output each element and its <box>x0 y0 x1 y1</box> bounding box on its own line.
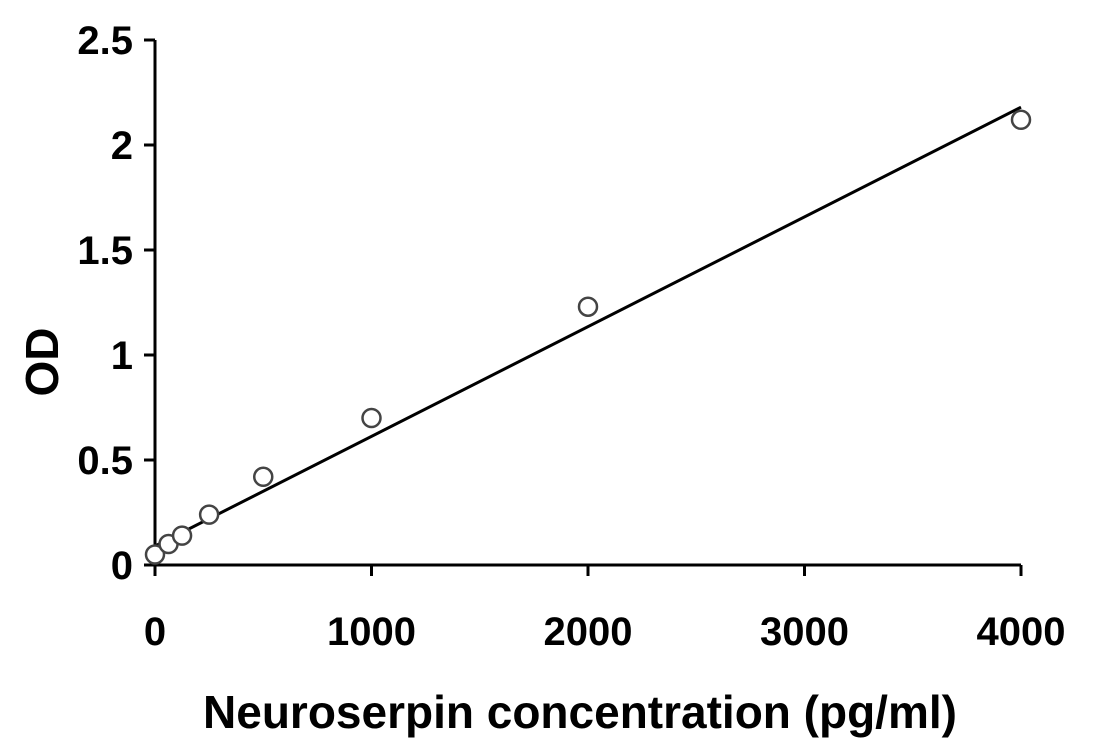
y-tick-label: 0 <box>111 544 133 588</box>
plot-area: 0 0.5 1 1.5 2 2.5 0 1000 2000 3000 4000 <box>77 19 1065 654</box>
y-axis: 0 0.5 1 1.5 2 2.5 <box>77 19 157 588</box>
data-point <box>253 466 274 488</box>
x-axis: 0 1000 2000 3000 4000 <box>144 563 1066 654</box>
x-axis-title: Neuroserpin concentration (pg/ml) <box>203 686 957 738</box>
y-tick-label: 2.5 <box>77 19 133 63</box>
trendline-layer <box>154 105 1022 548</box>
data-point <box>171 525 193 546</box>
x-tick-label: 0 <box>144 610 166 654</box>
x-tick-label: 2000 <box>544 610 633 654</box>
x-tick-label: 3000 <box>760 610 849 654</box>
data-point <box>361 407 382 429</box>
data-point <box>1010 109 1032 131</box>
data-points <box>144 109 1032 565</box>
y-tick-label: 1 <box>111 334 133 378</box>
x-tick-label: 4000 <box>977 610 1066 654</box>
linear-trendline <box>154 105 1022 548</box>
x-tick-label: 1000 <box>327 610 416 654</box>
data-point <box>144 544 166 565</box>
data-point <box>577 296 599 317</box>
y-axis-title: OD <box>16 328 68 397</box>
y-tick-label: 0.5 <box>77 439 133 483</box>
y-tick-label: 2 <box>111 124 133 168</box>
data-point <box>198 504 220 525</box>
y-tick-label: 1.5 <box>77 229 133 273</box>
